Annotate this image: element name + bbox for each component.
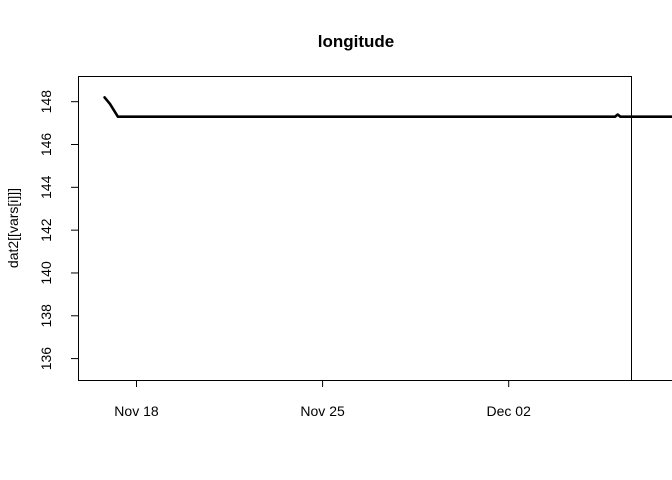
y-tick-label: 136 bbox=[38, 347, 54, 371]
x-tick-label: Nov 25 bbox=[300, 403, 345, 419]
x-tick-label: Nov 18 bbox=[114, 403, 159, 419]
y-tick-label: 148 bbox=[38, 90, 54, 114]
y-axis-label: dat2[[vars[i]]] bbox=[5, 188, 21, 268]
y-tick-label: 144 bbox=[38, 175, 54, 199]
y-axis: 136 138 140 142 144 146 148 bbox=[38, 90, 79, 370]
x-tick-label: Dec 02 bbox=[487, 403, 532, 419]
plot-frame bbox=[78, 76, 632, 381]
y-tick-label: 146 bbox=[38, 133, 54, 157]
y-tick-label: 138 bbox=[38, 304, 54, 328]
y-tick-label: 142 bbox=[38, 218, 54, 242]
series-line-longitude bbox=[103, 96, 672, 118]
series-layer bbox=[103, 96, 672, 118]
y-tick-label: 140 bbox=[38, 261, 54, 285]
chart-title: longitude bbox=[318, 32, 394, 51]
